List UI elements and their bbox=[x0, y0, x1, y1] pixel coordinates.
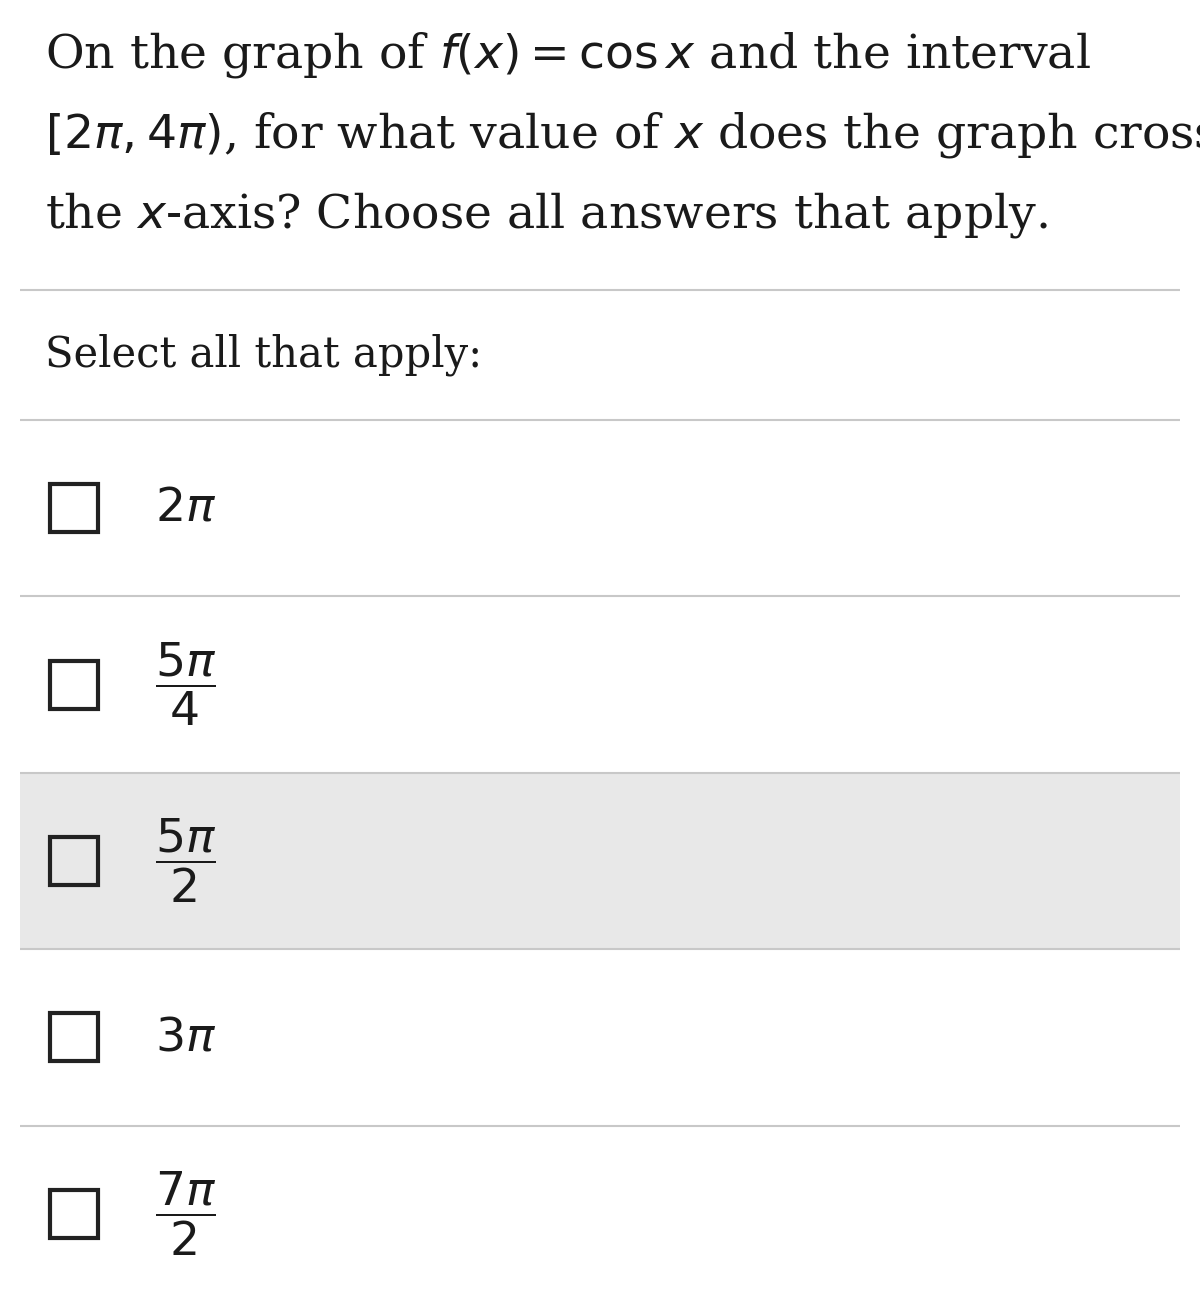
Bar bbox=[50, 660, 98, 708]
Text: $\dfrac{5\pi}{4}$: $\dfrac{5\pi}{4}$ bbox=[155, 641, 216, 729]
Bar bbox=[50, 1013, 98, 1061]
Text: Select all that apply:: Select all that apply: bbox=[46, 333, 482, 376]
Text: On the graph of $f(x) = \cos x$ and the interval: On the graph of $f(x) = \cos x$ and the … bbox=[46, 30, 1091, 79]
Text: $[2\pi, 4\pi)$, for what value of $x$ does the graph cross: $[2\pi, 4\pi)$, for what value of $x$ do… bbox=[46, 109, 1200, 160]
Bar bbox=[50, 484, 98, 533]
Bar bbox=[50, 1190, 98, 1238]
Bar bbox=[50, 837, 98, 885]
Text: the $x$-axis? Choose all answers that apply.: the $x$-axis? Choose all answers that ap… bbox=[46, 190, 1048, 240]
Text: $\dfrac{7\pi}{2}$: $\dfrac{7\pi}{2}$ bbox=[155, 1169, 216, 1258]
Text: $3\pi$: $3\pi$ bbox=[155, 1014, 216, 1060]
Text: $\dfrac{5\pi}{2}$: $\dfrac{5\pi}{2}$ bbox=[155, 816, 216, 905]
Bar bbox=[20, 773, 1180, 949]
Text: $2\pi$: $2\pi$ bbox=[155, 486, 216, 531]
